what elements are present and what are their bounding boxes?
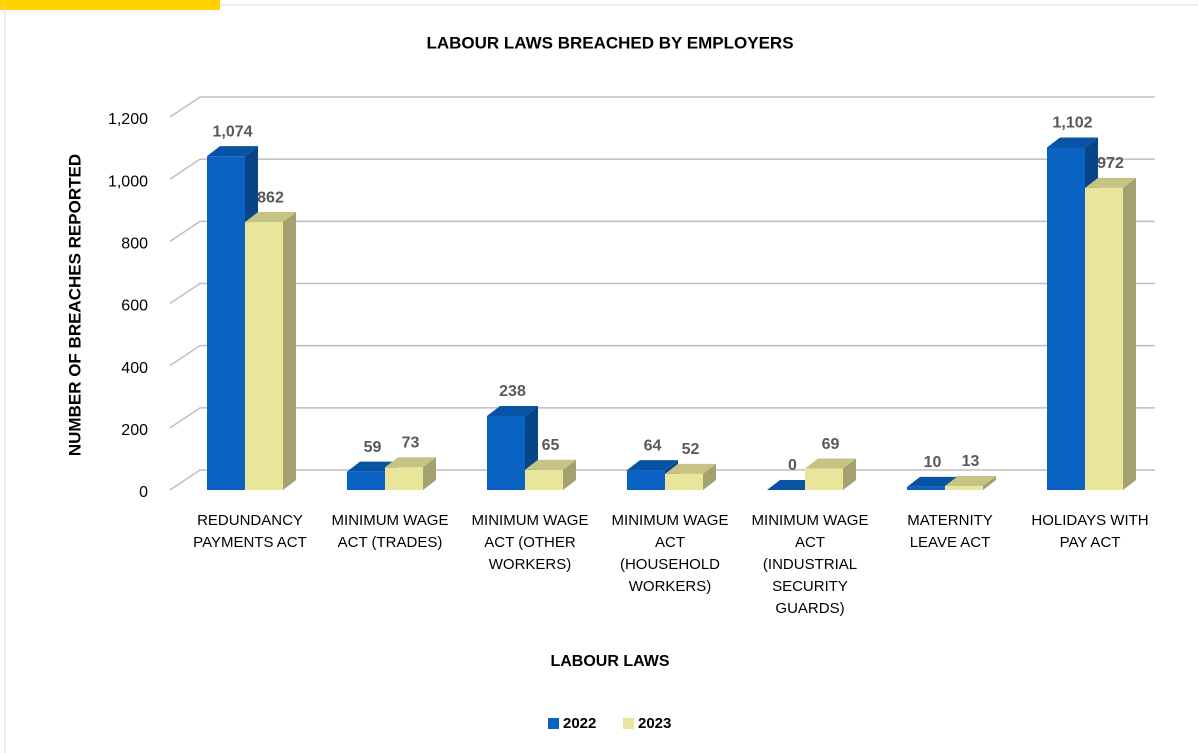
y-tick-label: 0 [139, 484, 148, 501]
bar-side [563, 459, 576, 490]
legend-label: 2023 [638, 715, 671, 732]
y-tick-label: 1,200 [108, 111, 148, 128]
bar-front [627, 470, 665, 490]
y-tick-label: 600 [121, 298, 148, 315]
legend-swatch [623, 718, 634, 729]
bar-front [347, 471, 385, 490]
bar-front [945, 485, 983, 490]
bar-side [423, 457, 436, 490]
bar-front [525, 469, 563, 490]
bar-top [487, 406, 538, 417]
value-label: 10 [924, 454, 942, 471]
chart-title: LABOUR LAWS BREACHED BY EMPLOYERS [426, 33, 793, 52]
bar-top [1047, 137, 1098, 148]
bar-top [907, 476, 958, 487]
bar-top [1085, 177, 1136, 188]
value-label: 59 [364, 439, 382, 456]
bar-top [945, 475, 996, 486]
value-label: 13 [962, 453, 980, 470]
value-label: 65 [542, 437, 560, 454]
value-label: 73 [402, 435, 420, 452]
bar-top [665, 463, 716, 474]
bar-side [983, 475, 996, 490]
x-tick-label: MINIMUM WAGE ACT (INDUSTRIAL SECURITY GU… [751, 512, 869, 617]
legend-label: 2022 [563, 715, 596, 732]
bar-front [805, 468, 843, 490]
x-tick-label: MATERNITY LEAVE ACT [907, 512, 993, 551]
grid-line [169, 407, 1155, 429]
accent-bar [0, 0, 220, 10]
y-tick-label: 1,000 [108, 173, 148, 190]
bar-side [843, 458, 856, 490]
bar-front [207, 156, 245, 491]
y-axis-title: NUMBER OF BREACHES REPORTED [65, 154, 84, 456]
value-label: 0 [788, 457, 797, 474]
bar-front [245, 222, 283, 491]
x-tick-label: MINIMUM WAGE ACT (HOUSEHOLD WORKERS) [611, 512, 729, 595]
bar-front [1047, 147, 1085, 490]
grid-line [169, 282, 1155, 305]
grid-line [169, 344, 1155, 367]
bar-side [703, 463, 716, 490]
value-label: 52 [682, 441, 700, 458]
value-label: 862 [257, 189, 284, 206]
value-label: 64 [644, 437, 662, 454]
x-tick-label: HOLIDAYS WITH PAY ACT [1031, 512, 1149, 551]
bar-side [283, 212, 296, 491]
bar-front [385, 467, 423, 490]
bar-side [1123, 177, 1136, 490]
value-label: 1,074 [212, 123, 252, 140]
bar-top [805, 458, 856, 469]
y-tick-label: 400 [121, 360, 148, 377]
y-tick-label: 200 [121, 422, 148, 439]
bar-top [245, 212, 296, 223]
bar-top [525, 459, 576, 470]
value-label: 69 [822, 436, 840, 453]
value-label: 238 [499, 383, 526, 400]
bar-front [665, 473, 703, 490]
legend-swatch [548, 718, 559, 729]
value-label: 972 [1097, 155, 1124, 172]
y-tick-label: 800 [121, 236, 148, 253]
bar-front [1085, 187, 1123, 490]
x-tick-label: MINIMUM WAGE ACT (TRADES) [331, 512, 449, 551]
bar-front [907, 486, 945, 490]
bar-top [627, 460, 678, 471]
x-axis-title: LABOUR LAWS [550, 653, 669, 670]
grid-line [169, 158, 1155, 180]
grid-line [169, 96, 1155, 118]
bar-top [207, 146, 258, 157]
bar-front [487, 416, 525, 490]
x-tick-label: MINIMUM WAGE ACT (OTHER WORKERS) [471, 512, 589, 573]
bar-top [385, 457, 436, 468]
x-tick-label: REDUNDANCY PAYMENTS ACT [193, 512, 307, 551]
grid-line [169, 220, 1155, 242]
value-label: 1,102 [1052, 115, 1092, 132]
